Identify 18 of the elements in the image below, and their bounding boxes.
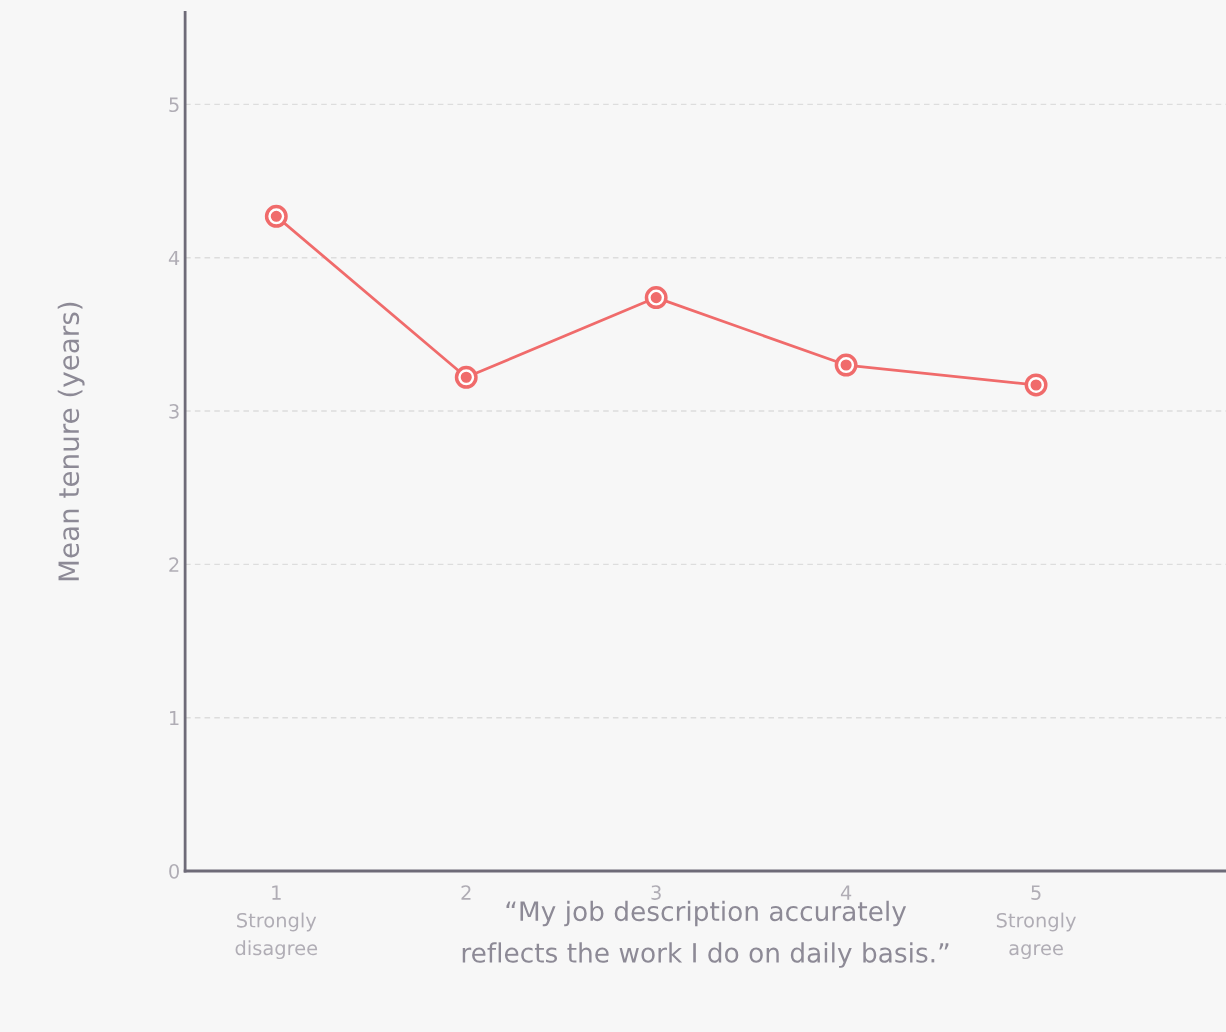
x-tick-label: 2 [461, 885, 471, 900]
x-axis-title: “My job description accurately reflects the work I do on daily basis.” [462, 900, 949, 968]
point [1024, 373, 1048, 397]
x-tick-label: 1 Strongly disagree [235, 885, 318, 960]
y-axis-title: Mean tenure (years) [57, 302, 85, 581]
y-tick-label: 2 [169, 557, 179, 572]
y-tick-label: 1 [170, 710, 179, 726]
point [644, 286, 668, 310]
y-tick-label: 4 [168, 250, 180, 266]
x-tick-label: 3 [651, 885, 661, 900]
y-tick-label: 5 [169, 97, 179, 113]
point [834, 353, 858, 377]
x-tick-label: 4 [840, 885, 852, 900]
point [454, 365, 478, 389]
y-tick-label: 0 [169, 863, 179, 879]
x-tick-label: 5 Strongly agree [996, 885, 1076, 960]
y-tick-label: 3 [169, 403, 179, 419]
point [264, 204, 288, 228]
